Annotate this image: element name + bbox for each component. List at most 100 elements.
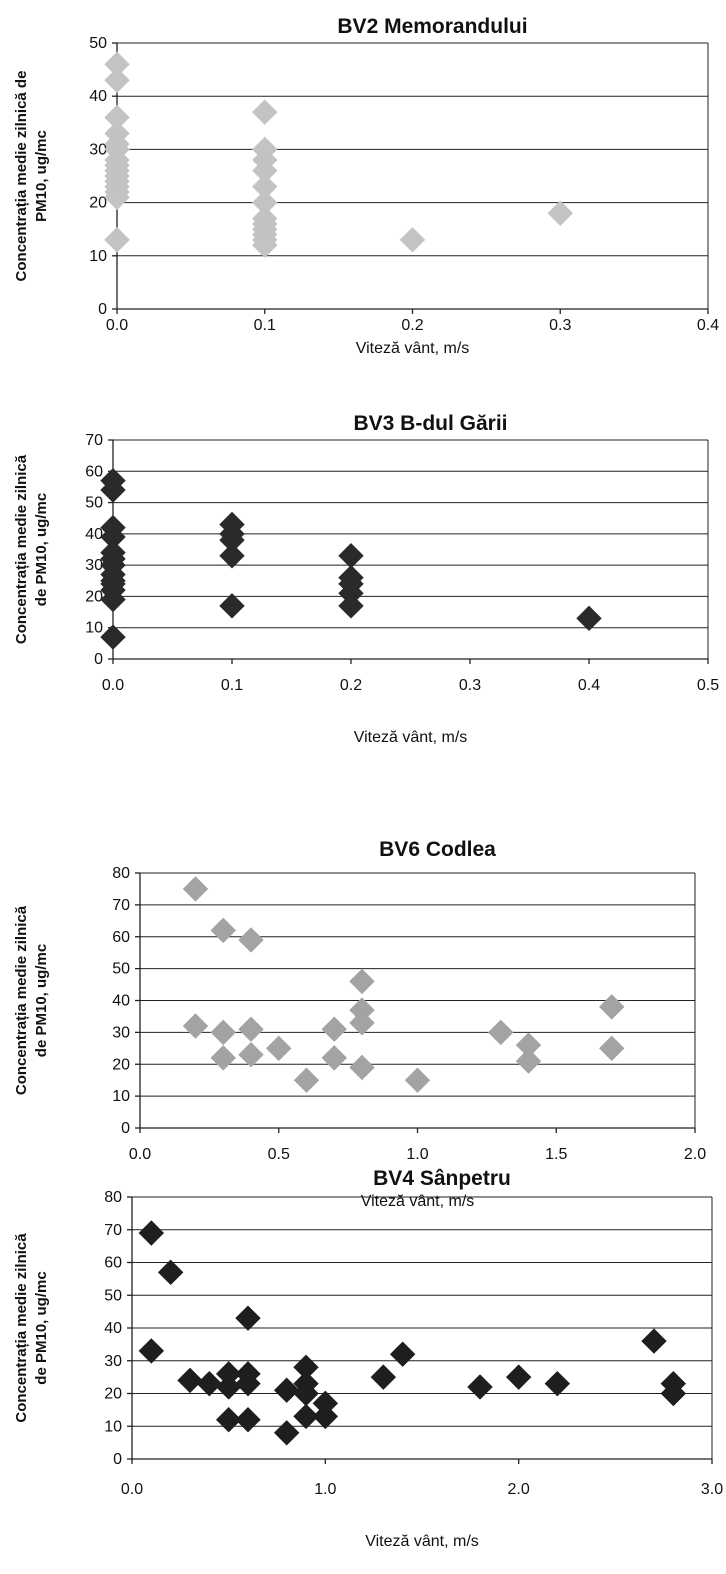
- x-tick-label: 1.0: [406, 1146, 428, 1163]
- y-tick-label: 50: [89, 35, 107, 52]
- chart-title: BV4 Sânpetru: [373, 1167, 511, 1190]
- chart-2: BV3 B-dul Gării 0 10 20 30 40 50 60 70 0.0 0.1 0.2 0…: [13, 412, 719, 746]
- x-axis-label: Viteză vânt, m/s: [356, 340, 470, 357]
- x-tick-label: 0.0: [129, 1146, 151, 1163]
- y-tick-label: 20: [104, 1386, 122, 1403]
- x-tick-label: 1.5: [545, 1146, 567, 1163]
- data-point: [404, 1067, 431, 1093]
- y-tick-label: 0: [113, 1451, 122, 1468]
- x-axis-label: Viteză vânt, m/s: [365, 1533, 479, 1550]
- data-point: [547, 200, 573, 226]
- data-point: [210, 1045, 236, 1071]
- data-point: [599, 994, 625, 1020]
- y-tick-label: 30: [85, 557, 103, 574]
- data-point: [312, 1403, 339, 1430]
- data-point: [399, 227, 426, 253]
- y-axis-label: de PM10, ug/mc: [33, 944, 50, 1057]
- data-point: [238, 1041, 264, 1068]
- data-point: [515, 1048, 542, 1074]
- data-point: [104, 227, 130, 253]
- y-tick-label: 60: [112, 929, 130, 946]
- y-tick-label: 10: [104, 1418, 122, 1435]
- x-tick-label: 0.1: [254, 317, 276, 334]
- data-point: [544, 1370, 571, 1397]
- chart-title: BV2 Memorandului: [337, 15, 527, 38]
- chart-title: BV3 B-dul Gării: [353, 412, 507, 435]
- x-tick-label: 0.3: [549, 317, 571, 334]
- y-axis-label: de PM10, ug/mc: [33, 493, 50, 606]
- x-tick-label: 0.0: [121, 1481, 143, 1498]
- chart-3: BV6 Codlea 0 10 20 30 40 50 60 70 80 0.0 0.5 1.0 1.5 2…: [13, 838, 706, 1210]
- data-point: [182, 876, 209, 902]
- y-tick-label: 10: [85, 620, 103, 637]
- data-point: [389, 1341, 416, 1367]
- data-point: [177, 1367, 203, 1394]
- y-tick-label: 70: [85, 432, 103, 449]
- data-point: [321, 1045, 347, 1071]
- x-tick-label: 0.4: [578, 677, 600, 694]
- data-point: [138, 1220, 165, 1246]
- data-point: [349, 968, 375, 995]
- y-tick-label: 10: [112, 1088, 130, 1105]
- data-point: [210, 917, 236, 944]
- y-tick-label: 50: [85, 495, 103, 512]
- data-point: [467, 1374, 493, 1400]
- chart-4: BV4 Sânpetru 0 10 20 30 40 50 60 70 80 0.0 1.0 2.0 3.…: [13, 1167, 723, 1550]
- y-tick-label: 20: [85, 588, 103, 605]
- y-axis-label: PM10, ug/mc: [33, 130, 50, 222]
- y-axis-label: de PM10, ug/mc: [33, 1271, 50, 1384]
- x-tick-label: 0.0: [102, 677, 124, 694]
- data-point: [293, 1067, 320, 1093]
- data-point: [349, 1054, 375, 1081]
- data-point: [235, 1305, 261, 1331]
- data-point: [321, 1016, 347, 1042]
- data-point: [100, 624, 126, 650]
- y-tick-label: 50: [112, 961, 130, 978]
- data-point: [488, 1019, 514, 1046]
- data-point: [182, 1013, 209, 1039]
- x-tick-label: 1.0: [314, 1481, 336, 1498]
- x-tick-label: 2.0: [684, 1146, 706, 1163]
- data-point: [196, 1370, 223, 1397]
- data-point: [252, 99, 278, 125]
- x-tick-label: 0.5: [697, 677, 719, 694]
- x-tick-label: 0.1: [221, 677, 243, 694]
- y-tick-label: 70: [112, 897, 130, 914]
- y-tick-label: 50: [104, 1287, 122, 1304]
- x-tick-label: 0.2: [340, 677, 362, 694]
- y-tick-label: 70: [104, 1222, 122, 1239]
- y-axis-label: Concentrația medie zilnică: [13, 1233, 30, 1423]
- x-tick-label: 0.2: [401, 317, 423, 334]
- x-tick-label: 3.0: [701, 1481, 723, 1498]
- y-tick-label: 40: [85, 526, 103, 543]
- y-axis-label: Concentrația medie zilnică: [13, 905, 30, 1095]
- data-point: [505, 1364, 532, 1390]
- data-point: [238, 927, 264, 953]
- y-tick-label: 0: [121, 1120, 130, 1137]
- x-tick-label: 0.5: [268, 1146, 290, 1163]
- y-tick-label: 80: [104, 1189, 122, 1206]
- y-tick-label: 40: [112, 993, 130, 1010]
- data-point: [215, 1374, 242, 1400]
- y-tick-label: 20: [112, 1056, 130, 1073]
- data-point: [293, 1403, 319, 1430]
- data-point: [349, 1010, 375, 1036]
- chart-1: BV2 Memorandului 0 10 20 30 40 50 0.0 0.1 0.2 0.3 0…: [13, 15, 719, 357]
- data-point: [252, 232, 278, 258]
- y-tick-label: 60: [104, 1255, 122, 1272]
- data-point: [273, 1420, 300, 1446]
- data-point: [370, 1364, 397, 1390]
- y-tick-label: 60: [85, 463, 103, 480]
- data-point: [104, 67, 130, 93]
- x-tick-label: 0.4: [697, 317, 719, 334]
- chart-title: BV6 Codlea: [379, 838, 496, 861]
- data-point: [338, 543, 364, 569]
- data-point: [238, 1016, 264, 1042]
- data-point: [660, 1380, 687, 1407]
- y-tick-label: 40: [104, 1320, 122, 1337]
- data-point: [100, 586, 126, 613]
- y-tick-label: 0: [94, 651, 103, 668]
- data-point: [210, 1019, 236, 1046]
- x-tick-label: 0.3: [459, 677, 481, 694]
